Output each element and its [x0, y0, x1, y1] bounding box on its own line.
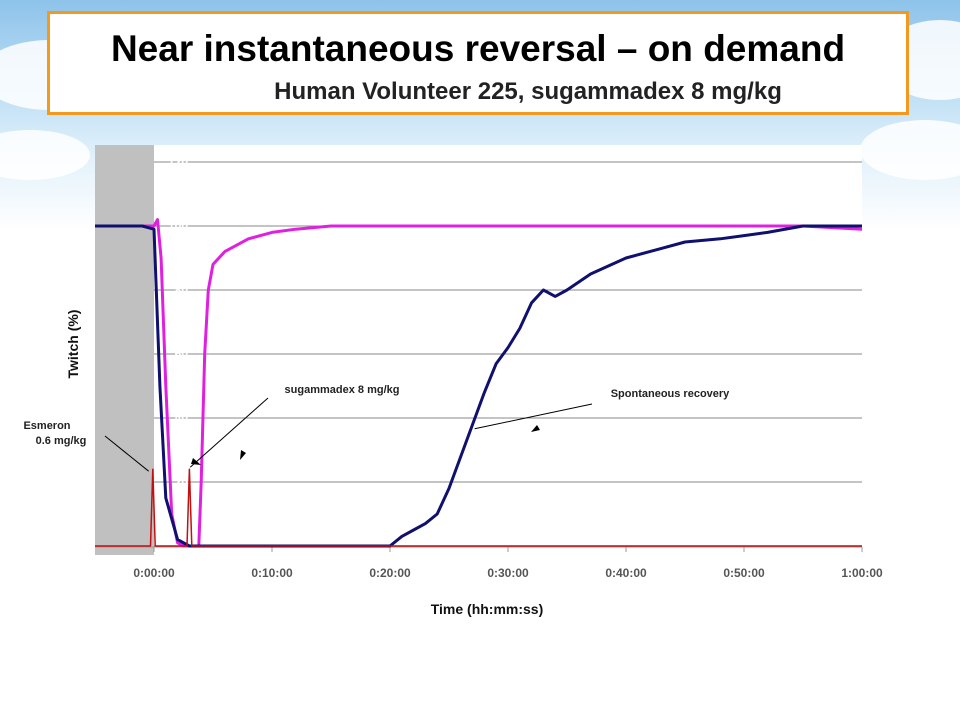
y-tick-label: 80 — [175, 283, 189, 297]
arrowhead — [531, 425, 540, 432]
annotation-esmeron-dose: 0.6 mg/kg — [36, 435, 87, 447]
y-tick-label: 60 — [175, 347, 189, 361]
annotation-arrow — [189, 397, 269, 468]
x-tick-label: 0:10:00 — [251, 566, 293, 580]
annotation-esmeron: Esmeron — [23, 420, 70, 432]
x-tick-label: 0:50:00 — [723, 566, 765, 580]
y-axis-title: Twitch (%) — [65, 310, 81, 379]
slide-subtitle: Human Volunteer 225, sugammadex 8 mg/kg — [274, 78, 782, 105]
y-tick-label: 20 — [175, 475, 189, 489]
annotation-sugammadex: sugammadex 8 mg/kg — [285, 384, 400, 396]
x-tick-label: 1:00:00 — [841, 566, 883, 580]
series-line-0 — [95, 218, 863, 548]
annotation-arrow — [104, 435, 149, 472]
title-box: Near instantaneous reversal – on demand … — [47, 11, 909, 115]
x-axis-title: Time (hh:mm:ss) — [431, 601, 544, 617]
slide-title: Near instantaneous reversal – on demand — [110, 28, 846, 69]
series-line-2 — [95, 468, 862, 547]
cloud — [860, 120, 960, 180]
plot-area — [95, 145, 862, 555]
x-tick-label: 0:30:00 — [487, 566, 529, 580]
series-line-1 — [95, 224, 862, 548]
annotation-arrow — [474, 403, 593, 430]
annotation-spontaneous: Spontaneous recovery — [611, 388, 730, 400]
x-tick-label: 0:00:00 — [133, 566, 175, 580]
x-tick-label: 0:40:00 — [605, 566, 647, 580]
x-tick-label: 0:20:00 — [369, 566, 411, 580]
y-tick-label: 40 — [175, 411, 189, 425]
y-tick-label: 120 — [168, 155, 188, 169]
arrowhead — [240, 450, 246, 460]
y-tick-label: 100 — [168, 219, 188, 233]
baseline-shaded-region — [95, 145, 154, 555]
